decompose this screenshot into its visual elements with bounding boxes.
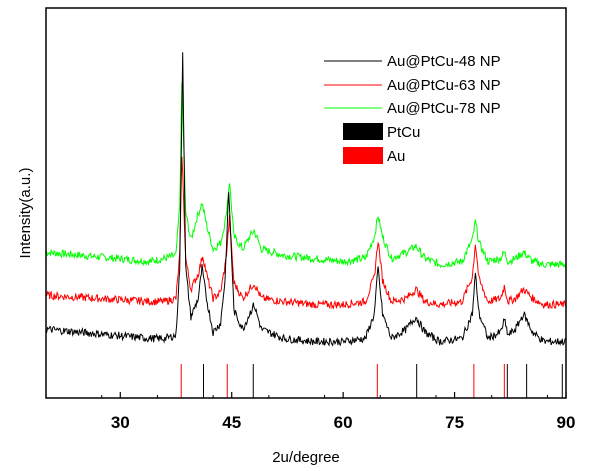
plot-frame [45,7,567,399]
legend-swatch-au [343,147,383,164]
x-tick-label: 30 [111,413,130,432]
y-axis-label: Intensity(a.u.) [17,168,34,259]
x-tick-label: 60 [334,413,353,432]
x-tick-label: 75 [445,413,464,432]
legend-label-series-2: Au@PtCu-78 NP [387,100,501,117]
x-tick-label: 90 [557,413,576,432]
x-tick-label: 45 [222,413,241,432]
series-line-2 [45,82,567,269]
x-axis-ticks: 30 45 60 75 90 [45,392,576,432]
x-axis-label: 2u/degree [272,449,340,466]
legend: Au@PtCu-48 NP Au@PtCu-63 NP Au@PtCu-78 NP P… [324,53,501,165]
legend-swatch-ptcu [343,123,383,140]
legend-label-series-0: Au@PtCu-48 NP [387,53,501,70]
series-line-0 [45,52,567,347]
legend-label-ptcu: PtCu [387,124,420,141]
legend-label-au: Au [387,148,405,165]
plot-area [45,52,567,398]
series-line-1 [45,156,567,310]
legend-label-series-1: Au@PtCu-63 NP [387,77,501,94]
